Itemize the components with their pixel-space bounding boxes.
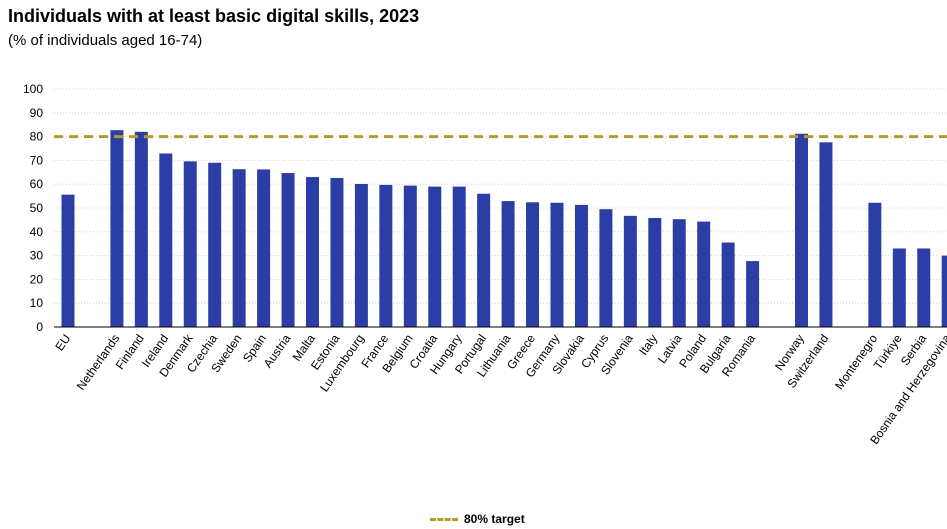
y-tick-label: 60 <box>30 177 44 191</box>
bar <box>232 169 246 327</box>
y-tick-label: 90 <box>30 106 44 120</box>
bar <box>379 184 393 327</box>
y-tick-label: 10 <box>30 296 44 310</box>
bar <box>403 185 417 327</box>
bar <box>917 248 931 327</box>
bar <box>795 133 808 327</box>
bar <box>623 215 637 327</box>
y-tick-label: 80 <box>30 130 44 144</box>
bar <box>61 194 75 327</box>
bar <box>697 221 711 327</box>
bar <box>452 186 466 327</box>
bar <box>208 162 222 327</box>
bar <box>159 153 173 327</box>
x-tick-label: Austria <box>261 331 294 370</box>
bar <box>550 202 564 327</box>
bar <box>183 161 197 327</box>
bar <box>110 130 124 327</box>
bar <box>526 202 540 327</box>
legend-label: 80% target <box>464 512 525 526</box>
bar <box>477 193 491 327</box>
y-tick-label: 30 <box>30 249 44 263</box>
chart-title: Individuals with at least basic digital … <box>8 6 420 26</box>
bar <box>941 255 947 327</box>
legend: 80% target <box>430 512 525 526</box>
y-tick-label: 70 <box>30 153 44 167</box>
bar <box>306 177 319 327</box>
bar <box>648 217 662 327</box>
bar <box>746 261 760 327</box>
bar <box>819 142 833 327</box>
y-tick-label: 50 <box>30 201 44 215</box>
bar <box>330 178 344 327</box>
bar <box>574 204 588 327</box>
y-tick-label: 40 <box>30 225 44 239</box>
y-tick-label: 20 <box>30 272 44 286</box>
bar <box>281 173 295 327</box>
y-tick-label: 100 <box>23 82 43 96</box>
bar <box>134 131 148 327</box>
bar <box>868 202 882 327</box>
bar <box>892 248 906 327</box>
bar-layer <box>61 130 947 327</box>
bar <box>721 242 735 327</box>
bar <box>599 209 613 327</box>
legend-dashed-line-swatch <box>430 517 458 521</box>
y-tick-label: 0 <box>36 320 43 334</box>
bar <box>354 183 368 327</box>
bar <box>501 201 515 327</box>
x-tick-label: EU <box>52 332 73 354</box>
bar <box>257 169 271 327</box>
chart-subtitle: (% of individuals aged 16-74) <box>8 32 203 49</box>
bar <box>672 219 686 327</box>
bar <box>428 186 442 327</box>
